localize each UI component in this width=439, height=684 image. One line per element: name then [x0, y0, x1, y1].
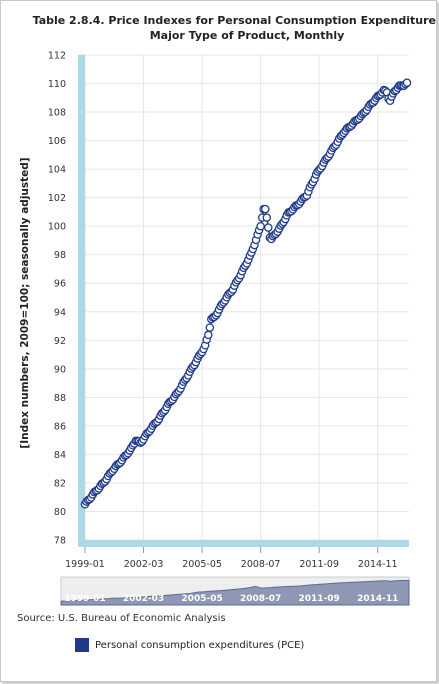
navigator-label: 2008-07: [240, 594, 281, 604]
grid-lines: [78, 54, 409, 547]
plot-area-border: [78, 55, 409, 547]
x-tick-label: 2014-11: [358, 559, 398, 570]
plot-border-left: [78, 55, 85, 547]
chart-title-line-1: Table 2.8.4. Price Indexes for Personal …: [33, 14, 436, 27]
x-tick-label: 2008-07: [241, 559, 281, 570]
navigator-label: 2011-09: [299, 594, 340, 604]
x-tick-label: 1999-01: [65, 559, 105, 570]
y-axis: 78 80 82 84 86 88 90 92 94 96 98 100 102 104 106 108 110…: [48, 51, 66, 547]
y-tick-label: 90: [54, 364, 66, 375]
navigator-label: 2014-11: [357, 594, 398, 604]
y-tick-label: 92: [54, 336, 66, 347]
data-point[interactable]: [262, 213, 272, 222]
y-tick-label: 88: [54, 393, 66, 404]
data-point[interactable]: [264, 223, 273, 232]
series-pce: [80, 78, 412, 509]
data-point[interactable]: [204, 330, 213, 340]
navigator-label: 2002-03: [123, 594, 164, 604]
data-point[interactable]: [402, 78, 412, 87]
navigator-label: 2005-05: [181, 594, 222, 604]
y-tick-label: 100: [48, 222, 66, 233]
y-tick-label: 86: [54, 421, 66, 432]
y-tick-label: 110: [48, 79, 66, 90]
navigator-series-area: [60, 579, 410, 606]
data-point[interactable]: [205, 323, 215, 332]
y-tick-label: 78: [54, 536, 66, 547]
y-tick-label: 80: [54, 507, 66, 518]
y-tick-label: 108: [48, 108, 66, 119]
legend-swatch: [75, 638, 89, 652]
y-tick-label: 104: [48, 165, 66, 176]
y-tick-label: 96: [54, 279, 66, 290]
x-axis: 1999-01 2002-03 2005-05 2008-07 2011-09 2014-…: [65, 547, 398, 570]
y-tick-label: 102: [48, 193, 66, 204]
y-tick-label: 106: [48, 136, 66, 147]
y-tick-label: 98: [54, 250, 66, 261]
legend[interactable]: Personal consumption expenditures (PCE): [75, 634, 304, 656]
y-tick-label: 84: [54, 450, 66, 461]
x-tick-label: 2005-05: [182, 559, 222, 570]
plot-border-bottom: [78, 540, 409, 547]
source-note: Source: U.S. Bureau of Economic Analysis: [17, 613, 226, 624]
y-axis-label: [Index numbers, 2009=100; seasonally adj…: [19, 157, 31, 448]
y-tick-label: 82: [54, 478, 66, 489]
navigator-label: 1999-01: [64, 594, 105, 604]
chart-title-line-2: Major Type of Product, Monthly: [150, 29, 345, 42]
range-navigator[interactable]: 1999-01 2002-03 2005-05 2008-07 2011-09 2014-…: [60, 576, 410, 606]
x-tick-label: 2002-03: [124, 559, 164, 570]
legend-label: Personal consumption expenditures (PCE): [95, 639, 305, 651]
data-point[interactable]: [256, 221, 265, 231]
x-tick-label: 2011-09: [299, 559, 339, 570]
y-tick-label: 112: [48, 51, 66, 62]
data-point[interactable]: [261, 204, 270, 214]
y-tick-label: 94: [54, 307, 66, 318]
